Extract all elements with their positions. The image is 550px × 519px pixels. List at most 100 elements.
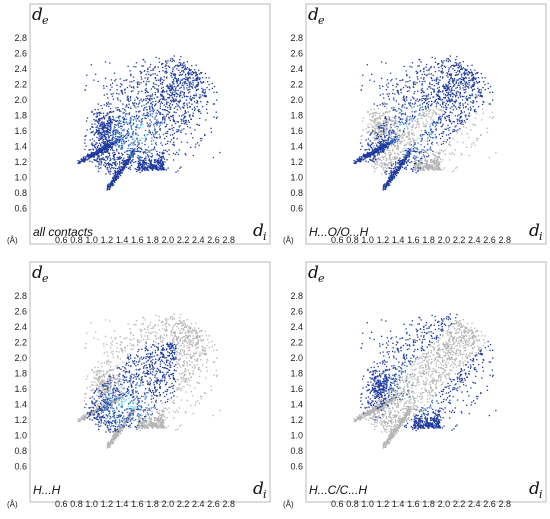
- highlight-point: [408, 119, 411, 121]
- highlight-point: [181, 96, 183, 99]
- highlight-point: [177, 65, 179, 68]
- background-point: [382, 157, 384, 159]
- highlight-point: [105, 136, 107, 138]
- highlight-point: [133, 138, 135, 140]
- highlight-point: [202, 81, 205, 83]
- highlight-point: [171, 115, 173, 118]
- highlight-point: [403, 123, 405, 125]
- highlight-point: [376, 135, 378, 137]
- highlight-point: [128, 155, 130, 157]
- highlight-point: [145, 149, 147, 151]
- highlight-point: [434, 100, 437, 103]
- highlight-point: [413, 116, 416, 119]
- highlight-point: [95, 129, 98, 131]
- highlight-point: [141, 156, 143, 158]
- highlight-point: [158, 157, 160, 159]
- background-point: [385, 122, 387, 124]
- highlight-point: [100, 145, 102, 147]
- highlight-point: [193, 106, 196, 108]
- highlight-point: [181, 67, 183, 69]
- highlight-point: [95, 126, 97, 128]
- highlight-point: [402, 86, 405, 89]
- highlight-point: [450, 100, 452, 102]
- highlight-point: [453, 100, 455, 103]
- highlight-point: [145, 157, 147, 159]
- highlight-point: [98, 151, 100, 154]
- background-point: [388, 152, 390, 154]
- highlight-point: [176, 68, 178, 70]
- background-point: [433, 164, 436, 166]
- background-point: [395, 156, 397, 158]
- background-point: [389, 154, 392, 156]
- highlight-point: [370, 159, 372, 161]
- highlight-point: [148, 125, 150, 128]
- highlight-point: [213, 86, 216, 88]
- highlight-point: [451, 100, 453, 102]
- y-tick-label: 2.4: [14, 64, 27, 74]
- background-point: [435, 155, 437, 157]
- highlight-point: [187, 80, 189, 82]
- highlight-point: [412, 83, 415, 85]
- background-point: [432, 109, 434, 111]
- highlight-point: [93, 144, 96, 146]
- highlight-point: [128, 100, 130, 103]
- highlight-point: [383, 183, 386, 185]
- background-point: [381, 156, 383, 158]
- highlight-point: [374, 155, 376, 157]
- highlight-point: [91, 123, 93, 125]
- x-tick-label: 2.4: [468, 235, 481, 245]
- background-point: [430, 166, 432, 168]
- highlight-point: [419, 151, 421, 153]
- highlight-point: [473, 77, 475, 79]
- background-point: [396, 120, 398, 122]
- highlight-point: [124, 118, 126, 120]
- highlight-point: [184, 123, 186, 125]
- highlight-point: [458, 70, 460, 72]
- highlight-point: [407, 123, 410, 125]
- highlight-point: [112, 183, 114, 185]
- highlight-point: [462, 67, 464, 69]
- y-tick-label: 2.2: [14, 79, 27, 89]
- highlight-point: [419, 80, 421, 83]
- highlight-point: [143, 151, 145, 153]
- highlight-point: [360, 142, 362, 144]
- background-point: [465, 127, 467, 129]
- background-point: [415, 126, 417, 128]
- highlight-point: [421, 73, 423, 76]
- highlight-point: [119, 162, 121, 164]
- highlight-point: [406, 99, 408, 101]
- highlight-point: [127, 123, 129, 125]
- highlight-point: [102, 123, 104, 125]
- highlight-point: [424, 98, 427, 100]
- highlight-point: [100, 121, 103, 124]
- highlight-point: [116, 173, 118, 176]
- highlight-point: [371, 143, 373, 146]
- highlight-point: [153, 165, 155, 167]
- highlight-point: [181, 106, 184, 108]
- background-point: [374, 114, 377, 116]
- highlight-point: [177, 104, 179, 106]
- highlight-point: [386, 93, 388, 95]
- highlight-point: [199, 97, 201, 99]
- highlight-point: [117, 170, 120, 172]
- highlight-point: [463, 95, 465, 98]
- highlight-point: [147, 97, 149, 100]
- highlight-point: [430, 76, 432, 79]
- background-point: [443, 167, 445, 169]
- highlight-point: [443, 87, 445, 89]
- highlight-point: [139, 156, 141, 158]
- background-point: [441, 109, 443, 112]
- highlight-point: [98, 123, 100, 125]
- highlight-point: [396, 89, 398, 92]
- highlight-point: [98, 131, 100, 133]
- highlight-point: [441, 61, 443, 63]
- highlight-point: [156, 137, 159, 139]
- highlight-point: [185, 73, 187, 75]
- highlight-point: [385, 141, 387, 143]
- highlight-point: [110, 126, 112, 128]
- highlight-point: [150, 163, 152, 165]
- highlight-point: [428, 133, 431, 136]
- highlight-point: [420, 144, 422, 146]
- highlight-point: [94, 159, 96, 162]
- highlight-point: [418, 114, 420, 116]
